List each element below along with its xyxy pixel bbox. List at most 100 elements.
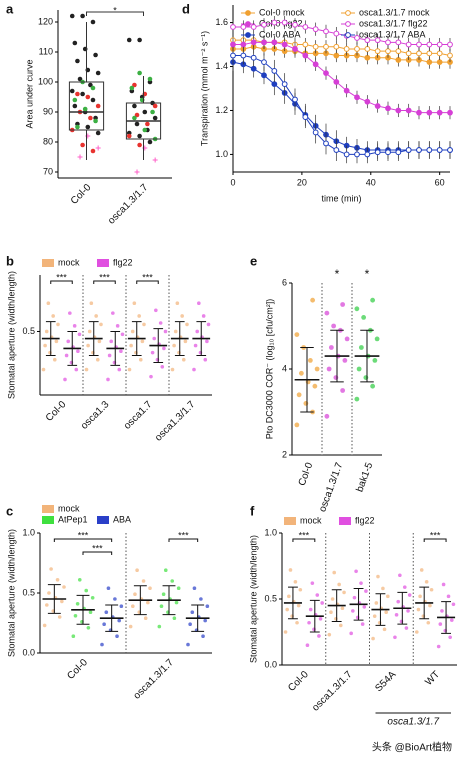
point: [285, 607, 289, 612]
point: [129, 343, 133, 348]
point: [271, 19, 278, 26]
y-tick-label: 1.2: [215, 105, 228, 115]
point: [188, 622, 192, 626]
point: [137, 314, 141, 318]
point: [426, 620, 431, 625]
point: [436, 109, 443, 116]
point: [394, 613, 399, 617]
point: [323, 70, 329, 77]
point: [133, 592, 137, 596]
point: [436, 50, 443, 57]
point: [402, 585, 407, 589]
x-tick-label: osca1.7: [122, 399, 155, 432]
point: [271, 68, 278, 74]
point: [261, 59, 267, 66]
point: [131, 604, 135, 608]
legend-marker: [245, 32, 251, 38]
point: [75, 58, 80, 64]
legend-marker: [345, 32, 351, 38]
x-tick-label: 20: [297, 177, 307, 187]
point: [374, 601, 379, 605]
y-tick-label: 0.5: [22, 587, 35, 597]
point: [395, 107, 402, 114]
point: [288, 568, 293, 572]
point: [395, 39, 402, 46]
point: [447, 147, 453, 153]
point: [148, 586, 152, 590]
point: [73, 614, 78, 618]
y-tick-label: 0.0: [264, 659, 277, 669]
point: [85, 94, 91, 100]
point: [447, 109, 453, 116]
point: [356, 366, 362, 372]
x-tick-label: osca1.3: [79, 399, 112, 432]
point: [134, 169, 140, 175]
legend-marker: [345, 10, 351, 16]
point: [111, 311, 115, 315]
point: [295, 620, 299, 625]
point: [240, 24, 247, 30]
point: [323, 140, 329, 147]
point: [340, 388, 346, 393]
point: [393, 635, 397, 640]
y-axis-label: Stomatal aperture (width/length): [6, 271, 16, 399]
point: [354, 569, 358, 574]
point: [90, 596, 95, 600]
point: [55, 578, 60, 582]
point: [77, 154, 83, 160]
point: [310, 297, 316, 303]
x-tick-label: bak1-5: [355, 461, 376, 494]
point: [343, 46, 350, 52]
point: [176, 586, 181, 590]
point: [137, 37, 142, 43]
point: [95, 103, 101, 109]
point: [361, 315, 367, 320]
point: [447, 41, 453, 48]
point: [126, 37, 132, 43]
point: [199, 597, 203, 601]
point: [326, 366, 332, 372]
point: [117, 618, 121, 623]
point: [385, 39, 391, 46]
box: [68, 81, 105, 131]
point: [102, 622, 106, 626]
point: [183, 339, 188, 344]
legend-swatch: [97, 516, 109, 524]
point: [160, 364, 165, 369]
point: [428, 603, 432, 608]
point: [145, 121, 150, 127]
point: [333, 43, 340, 50]
y-tick-label: 70: [43, 166, 53, 176]
point: [302, 41, 309, 48]
point: [343, 87, 350, 94]
point: [172, 343, 176, 348]
point: [44, 329, 49, 334]
point: [307, 358, 313, 363]
y-tick-label: 100: [38, 76, 53, 86]
point: [141, 579, 146, 583]
point: [120, 332, 125, 337]
point: [130, 329, 135, 334]
point: [315, 593, 320, 597]
point: [158, 321, 163, 325]
legend-swatch: [339, 517, 351, 525]
point: [312, 129, 319, 136]
sig-label: ***: [78, 530, 89, 540]
point: [354, 396, 360, 402]
series-line: [233, 41, 450, 114]
point: [71, 634, 76, 638]
sig-bracket: [168, 538, 199, 542]
point: [318, 617, 323, 621]
y-tick-label: 110: [39, 46, 53, 56]
point: [320, 601, 324, 605]
point: [146, 600, 150, 605]
point: [312, 43, 319, 50]
point: [119, 349, 123, 354]
point: [72, 103, 78, 109]
sig-bracket: [86, 11, 144, 16]
point: [154, 308, 158, 313]
point: [298, 587, 303, 592]
x-tick-label: Col-0: [65, 657, 90, 682]
point: [68, 311, 72, 315]
point: [87, 329, 92, 334]
